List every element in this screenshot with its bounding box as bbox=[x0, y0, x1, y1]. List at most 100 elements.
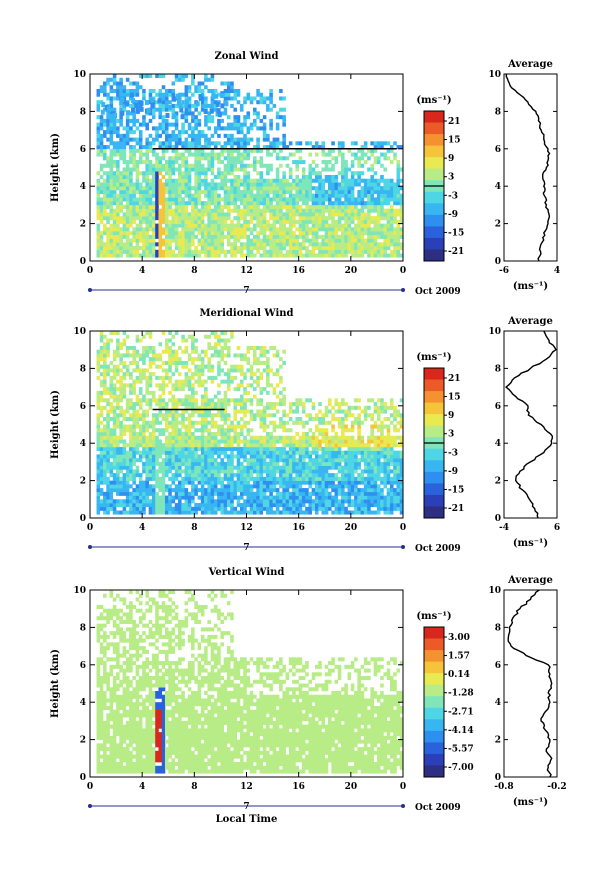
heatmap-cell bbox=[150, 97, 155, 103]
heatmap-cell bbox=[181, 469, 185, 474]
heatmap-cell bbox=[272, 231, 277, 236]
heatmap-cell bbox=[236, 197, 241, 202]
heatmap-cell bbox=[191, 360, 195, 365]
heatmap-cell bbox=[236, 219, 241, 224]
heatmap-cell bbox=[138, 390, 143, 395]
heatmap-cell bbox=[226, 439, 231, 444]
heatmap-cell bbox=[168, 345, 172, 350]
heatmap-cell bbox=[181, 506, 185, 511]
heatmap-cell bbox=[155, 428, 159, 433]
heatmap-cell bbox=[151, 424, 156, 429]
heatmap-cell bbox=[220, 413, 224, 418]
heatmap-cell bbox=[119, 488, 123, 493]
heatmap-cell bbox=[197, 182, 202, 187]
heatmap-cell bbox=[184, 424, 189, 429]
heatmap-cell bbox=[292, 246, 296, 251]
heatmap-cell bbox=[256, 204, 260, 209]
heatmap-cell bbox=[341, 189, 345, 194]
heatmap-cell bbox=[259, 353, 264, 358]
heatmap-cell bbox=[253, 439, 257, 444]
heatmap-cell bbox=[148, 364, 153, 369]
heatmap-cell bbox=[184, 242, 189, 247]
heatmap-cell bbox=[217, 409, 221, 414]
heatmap-cell bbox=[112, 118, 117, 123]
heatmap-cell bbox=[239, 379, 244, 384]
heatmap-cell bbox=[341, 174, 345, 180]
heatmap-cell bbox=[103, 148, 107, 153]
heatmap-cell bbox=[135, 510, 140, 515]
heatmap-cell bbox=[233, 238, 238, 243]
heatmap-cell bbox=[380, 201, 384, 206]
heatmap-cell bbox=[164, 208, 169, 213]
heatmap-cell bbox=[253, 372, 257, 377]
heatmap-cell bbox=[200, 201, 205, 206]
heatmap-cell bbox=[158, 476, 163, 481]
heatmap-cell bbox=[210, 118, 215, 123]
heatmap-cell bbox=[125, 443, 130, 448]
heatmap-cell bbox=[164, 484, 169, 489]
heatmap-cell bbox=[191, 420, 195, 425]
heatmap-cell bbox=[344, 253, 348, 258]
heatmap-cell bbox=[200, 357, 205, 362]
heatmap-cell bbox=[334, 208, 339, 213]
heatmap-cell bbox=[373, 141, 378, 146]
heatmap-cell bbox=[376, 160, 381, 165]
heatmap-cell bbox=[119, 413, 123, 418]
heatmap-cell bbox=[314, 253, 319, 258]
heatmap-cell bbox=[292, 231, 296, 236]
heatmap-cell bbox=[148, 446, 153, 451]
heatmap-cell bbox=[246, 458, 251, 463]
heatmap-cell bbox=[272, 435, 277, 440]
heatmap-cell bbox=[119, 484, 123, 489]
heatmap-cell bbox=[187, 96, 192, 101]
heatmap-cell bbox=[142, 219, 146, 224]
heatmap-cell bbox=[132, 118, 136, 123]
heatmap-cell bbox=[282, 118, 286, 123]
heatmap-cell bbox=[301, 197, 306, 202]
heatmap-cell bbox=[99, 439, 104, 444]
heatmap-cell bbox=[376, 212, 381, 217]
heatmap-cell bbox=[204, 167, 208, 172]
heatmap-cell bbox=[272, 480, 277, 485]
heatmap-cell bbox=[200, 103, 205, 108]
heatmap-cell bbox=[275, 122, 280, 127]
heatmap-cell bbox=[223, 81, 228, 86]
heatmap-cell bbox=[253, 160, 257, 165]
heatmap-cell bbox=[213, 461, 218, 466]
heatmap-cell bbox=[396, 167, 401, 172]
heatmap-cell bbox=[119, 201, 123, 206]
heatmap-cell bbox=[220, 212, 224, 217]
heatmap-cell bbox=[106, 163, 110, 168]
heatmap-cell bbox=[174, 212, 179, 217]
heatmap-cell bbox=[262, 450, 267, 455]
heatmap-cell bbox=[266, 443, 270, 448]
heatmap-cell bbox=[259, 178, 264, 183]
heatmap-cell bbox=[184, 167, 189, 172]
heatmap-cell bbox=[174, 204, 179, 209]
heatmap-cell bbox=[334, 189, 339, 194]
heatmap-cell bbox=[262, 368, 267, 373]
heatmap-cell bbox=[380, 186, 384, 191]
heatmap-cell bbox=[200, 394, 205, 399]
heatmap-cell bbox=[103, 435, 107, 440]
heatmap-cell bbox=[272, 148, 277, 153]
heatmap-cell bbox=[148, 484, 153, 489]
heatmap-cell bbox=[217, 231, 221, 236]
heatmap-cell bbox=[266, 465, 270, 470]
heatmap-cell bbox=[135, 189, 140, 194]
heatmap-cell bbox=[266, 186, 270, 191]
heatmap-cell bbox=[200, 409, 205, 414]
heatmap-cell bbox=[125, 234, 130, 239]
heatmap-cell bbox=[308, 242, 313, 247]
heatmap-cell bbox=[233, 413, 238, 418]
heatmap-cell bbox=[298, 193, 303, 198]
heatmap-cell bbox=[249, 417, 254, 422]
heatmap-cell bbox=[210, 450, 215, 455]
heatmap-cell bbox=[164, 253, 169, 258]
heatmap-cell bbox=[233, 197, 238, 202]
heatmap-cell bbox=[223, 156, 228, 161]
heatmap-cell bbox=[341, 156, 345, 161]
heatmap-cell bbox=[194, 488, 198, 493]
heatmap-cell bbox=[200, 360, 205, 365]
heatmap-cell bbox=[187, 174, 192, 180]
